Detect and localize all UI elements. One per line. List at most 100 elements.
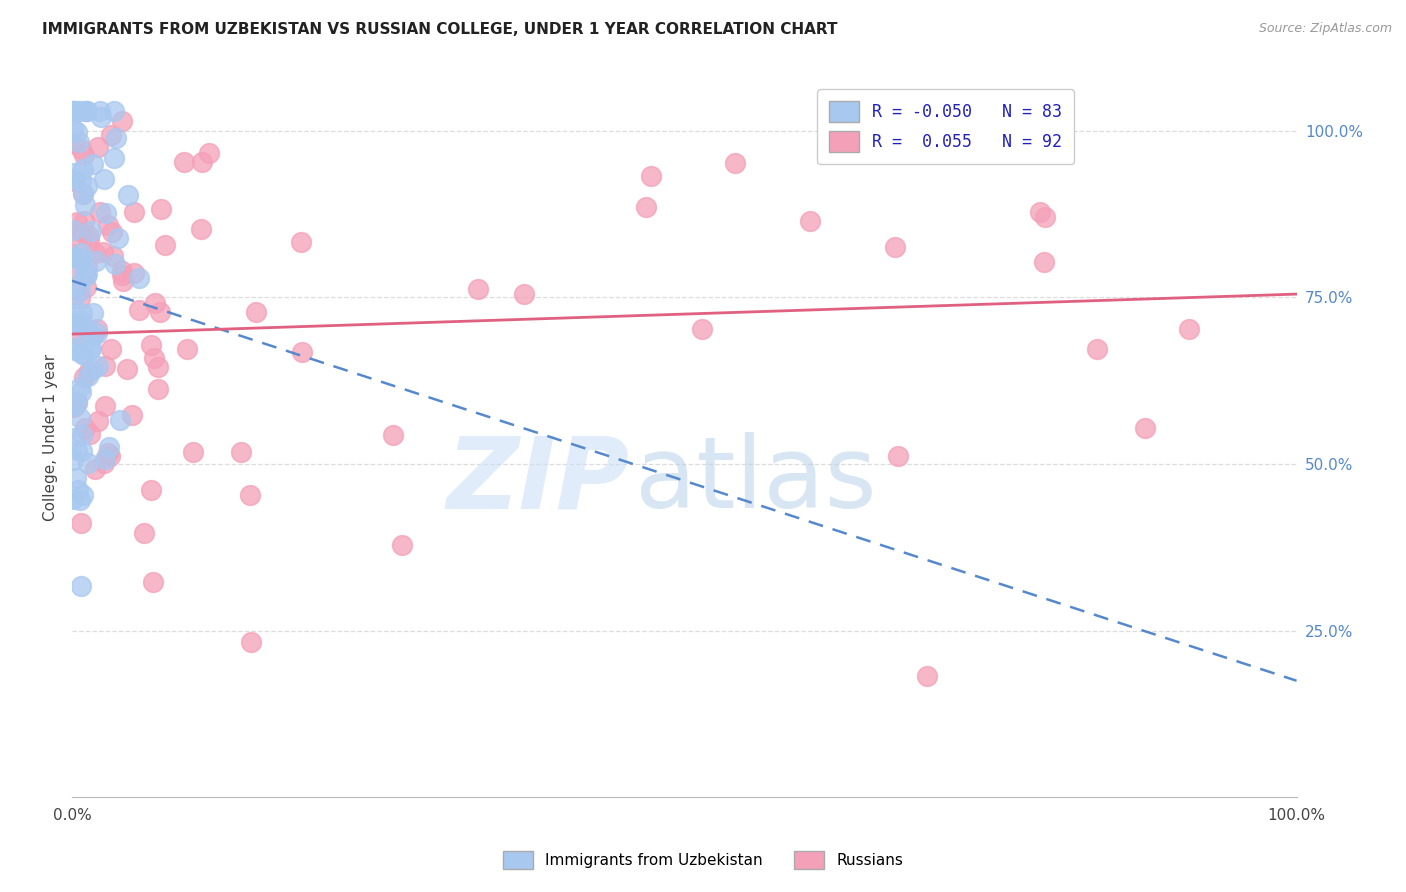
Point [103, 151, 125, 165]
Point [70, 142, 93, 156]
Point [69, 284, 91, 298]
Point [513, 287, 536, 301]
Point [66, 316, 89, 330]
Point [86, 322, 108, 336]
Point [111, 268, 134, 282]
Point [636, 200, 658, 214]
Point [467, 282, 489, 296]
Point [66, 215, 89, 229]
Point [77, 364, 100, 378]
Point [67, 136, 90, 150]
Point [110, 413, 132, 427]
Point [90, 110, 112, 124]
Point [63, 173, 86, 187]
Point [65, 279, 87, 293]
Point [103, 103, 125, 118]
Point [87, 140, 110, 154]
Point [93, 457, 115, 471]
Point [94, 452, 117, 467]
Point [73, 214, 96, 228]
Point [79, 427, 101, 442]
Point [70, 384, 93, 399]
Point [62, 398, 84, 412]
Point [84, 253, 107, 268]
Point [63, 103, 86, 118]
Point [79, 234, 101, 248]
Point [65, 250, 87, 264]
Point [107, 231, 129, 245]
Point [181, 445, 204, 459]
Point [149, 305, 172, 319]
Point [139, 338, 162, 352]
Point [80, 362, 103, 376]
Point [62, 103, 84, 118]
Text: IMMIGRANTS FROM UZBEKISTAN VS RUSSIAN COLLEGE, UNDER 1 YEAR CORRELATION CHART: IMMIGRANTS FROM UZBEKISTAN VS RUSSIAN CO… [42, 22, 838, 37]
Point [72, 226, 94, 240]
Point [73, 265, 96, 279]
Point [77, 369, 100, 384]
Point [70, 174, 93, 188]
Point [62, 121, 84, 136]
Point [87, 414, 110, 428]
Point [1085, 342, 1108, 356]
Point [1033, 210, 1056, 224]
Point [173, 154, 195, 169]
Point [100, 226, 122, 240]
Point [70, 444, 93, 458]
Point [66, 395, 89, 409]
Point [84, 246, 107, 260]
Point [76, 260, 98, 274]
Legend: Immigrants from Uzbekistan, Russians: Immigrants from Uzbekistan, Russians [496, 845, 910, 875]
Point [190, 155, 212, 169]
Point [111, 264, 134, 278]
Point [1033, 255, 1056, 269]
Point [93, 171, 115, 186]
Point [69, 246, 91, 260]
Point [73, 370, 96, 384]
Point [70, 580, 93, 594]
Point [198, 146, 221, 161]
Point [70, 428, 93, 442]
Point [97, 446, 120, 460]
Point [72, 487, 94, 501]
Point [62, 431, 84, 445]
Point [1178, 321, 1201, 335]
Point [110, 114, 132, 128]
Point [77, 456, 100, 470]
Point [690, 322, 713, 336]
Point [66, 316, 89, 330]
Text: atlas: atlas [636, 432, 877, 529]
Point [62, 103, 84, 118]
Point [75, 421, 97, 435]
Point [73, 148, 96, 162]
Point [66, 125, 89, 139]
Point [84, 462, 107, 476]
Point [143, 296, 166, 310]
Text: ZIP: ZIP [446, 432, 628, 529]
Point [142, 574, 165, 589]
Point [62, 400, 84, 414]
Point [69, 410, 91, 425]
Point [62, 317, 84, 331]
Point [98, 449, 121, 463]
Point [66, 103, 89, 118]
Point [640, 169, 662, 183]
Point [63, 343, 86, 358]
Point [69, 516, 91, 530]
Point [62, 171, 84, 186]
Point [290, 235, 312, 249]
Point [66, 340, 89, 354]
Point [80, 341, 103, 355]
Point [1135, 421, 1157, 435]
Point [80, 224, 103, 238]
Point [229, 444, 252, 458]
Point [97, 219, 120, 233]
Point [69, 379, 91, 393]
Point [72, 161, 94, 176]
Point [75, 103, 97, 118]
Point [887, 450, 910, 464]
Point [94, 359, 117, 374]
Point [70, 314, 93, 328]
Point [73, 349, 96, 363]
Point [103, 257, 125, 271]
